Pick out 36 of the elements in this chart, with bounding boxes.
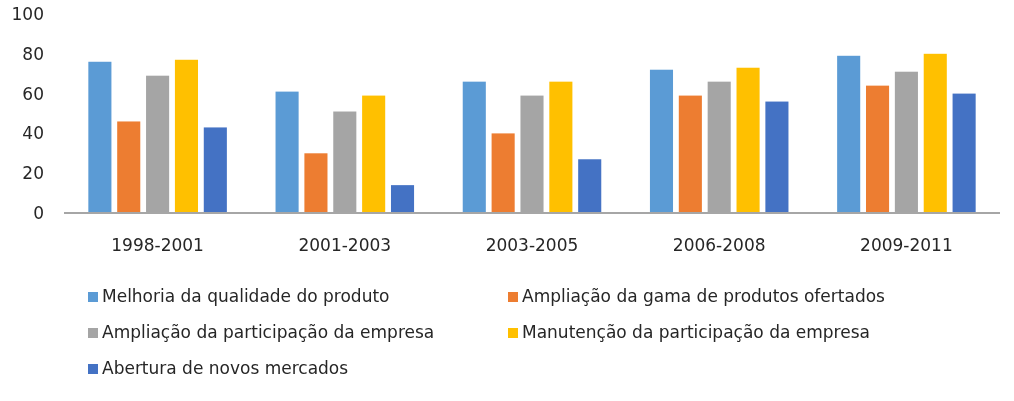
bar: [765, 101, 789, 213]
bar: [117, 121, 141, 213]
legend-label: Ampliação da participação da empresa: [102, 322, 435, 342]
legend-label: Abertura de novos mercados: [102, 358, 349, 378]
x-tick-label: 1998-2001: [111, 235, 204, 255]
bar: [578, 159, 602, 213]
y-tick-label: 0: [33, 202, 44, 223]
bar: [952, 93, 976, 213]
y-tick-label: 100: [11, 3, 44, 24]
bar: [203, 127, 227, 213]
x-tick-label: 2009-2011: [860, 235, 953, 255]
y-tick-label: 40: [22, 123, 44, 144]
bar: [462, 81, 486, 213]
x-tick-label: 2001-2003: [298, 235, 392, 255]
x-tick-label: 2003-2005: [485, 235, 579, 255]
y-tick-label: 80: [22, 43, 44, 64]
legend-label: Ampliação da gama de produtos ofertados: [522, 286, 886, 306]
bar: [837, 55, 861, 213]
bar: [649, 69, 674, 213]
x-tick-label: 2006-2008: [672, 235, 766, 255]
bar: [736, 67, 760, 213]
bar: [88, 61, 112, 213]
bar: [678, 95, 702, 213]
bar: [923, 53, 947, 213]
bar: [549, 81, 573, 213]
bar: [491, 133, 515, 213]
y-tick-label: 60: [22, 83, 44, 104]
bar: [174, 59, 198, 213]
bar: [275, 91, 299, 213]
y-tick-label: 20: [22, 163, 44, 184]
bar: [866, 85, 890, 213]
bar: [390, 185, 415, 213]
bar: [304, 153, 328, 213]
legend-label: Manutenção da participação da empresa: [522, 322, 870, 342]
legend-label: Melhoria da qualidade do produto: [102, 286, 390, 306]
bar: [362, 95, 386, 213]
